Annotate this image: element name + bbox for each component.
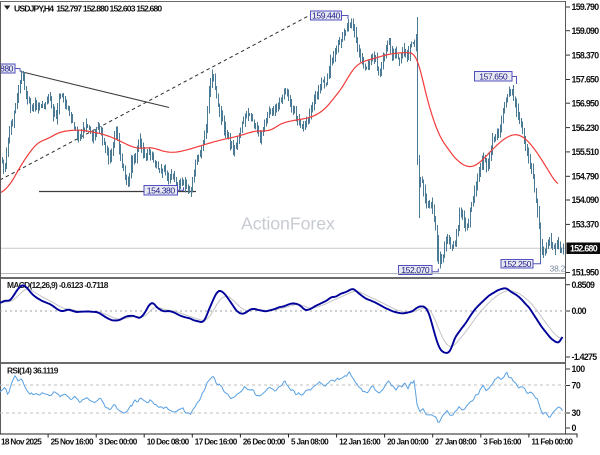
svg-text:157.650: 157.650 (572, 75, 600, 85)
svg-text:151.950: 151.950 (572, 268, 600, 278)
svg-text:156.230: 156.230 (572, 123, 600, 133)
svg-text:30: 30 (572, 408, 581, 418)
svg-text:157.650: 157.650 (479, 71, 508, 81)
svg-text:18 Nov 2025: 18 Nov 2025 (1, 438, 42, 447)
svg-text:5 Jan 08:00: 5 Jan 08:00 (291, 438, 329, 447)
svg-text:152.250: 152.250 (503, 259, 532, 269)
svg-text:158.370: 158.370 (572, 50, 600, 60)
svg-text:3 Dec 00:00: 3 Dec 00:00 (99, 438, 138, 447)
svg-text:154.090: 154.090 (572, 195, 600, 205)
svg-text:20 Jan 00:00: 20 Jan 00:00 (387, 438, 429, 447)
svg-text:156.950: 156.950 (572, 98, 600, 108)
svg-text:0.00: 0.00 (572, 306, 587, 316)
svg-text:26 Dec 00:00: 26 Dec 00:00 (243, 438, 286, 447)
svg-text:153.370: 153.370 (572, 220, 600, 230)
svg-text:0.8509: 0.8509 (572, 280, 596, 290)
svg-text:-1.4275: -1.4275 (572, 352, 598, 362)
svg-text:10 Dec 08:00: 10 Dec 08:00 (147, 438, 190, 447)
svg-text:159.790: 159.790 (572, 2, 600, 12)
svg-text:RSI(14) 36.1119: RSI(14) 36.1119 (7, 366, 59, 376)
svg-text:USDJPY,H4 152.797 152.880 152: USDJPY,H4 152.797 152.880 152.603 152.68… (14, 4, 162, 14)
svg-text:0: 0 (572, 423, 577, 433)
svg-text:159.090: 159.090 (572, 26, 600, 36)
svg-text:12 Jan 16:00: 12 Jan 16:00 (339, 438, 381, 447)
svg-text:25 Nov 16:00: 25 Nov 16:00 (51, 438, 94, 447)
svg-text:880: 880 (0, 64, 14, 74)
svg-text:17 Dec 16:00: 17 Dec 16:00 (195, 438, 238, 447)
svg-text:3 Feb 16:00: 3 Feb 16:00 (483, 438, 522, 447)
svg-text:154.380: 154.380 (147, 185, 176, 195)
svg-text:159.440: 159.440 (312, 11, 341, 21)
svg-text:ActionForex: ActionForex (241, 214, 335, 234)
svg-text:152.680: 152.680 (570, 243, 598, 253)
svg-text:154.790: 154.790 (572, 172, 600, 182)
svg-text:38.2: 38.2 (550, 264, 566, 274)
svg-text:155.510: 155.510 (572, 147, 600, 157)
svg-text:11 Feb 00:00: 11 Feb 00:00 (531, 438, 573, 447)
svg-text:100: 100 (572, 364, 586, 374)
svg-text:70: 70 (572, 381, 581, 391)
svg-text:27 Jan 08:00: 27 Jan 08:00 (435, 438, 477, 447)
